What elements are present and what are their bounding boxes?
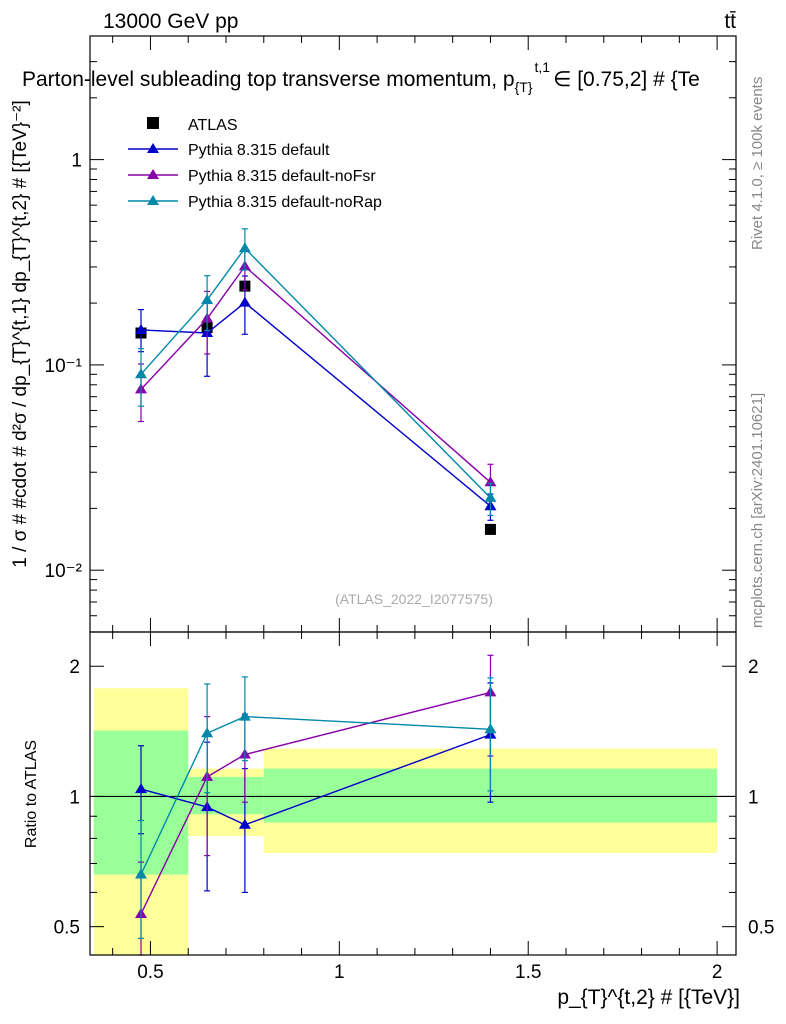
x-tick-label: 1.5 (515, 962, 541, 983)
plot-title-subscript: {T} (515, 79, 533, 95)
ratio-series-line-2 (140, 715, 491, 875)
ratio-series-point-2 (135, 868, 147, 879)
main-series-point-3 (238, 242, 251, 253)
main-series-line-1 (140, 301, 491, 507)
main-y-tick-label: 10⁻² (45, 561, 83, 582)
main-y-tick-label: 10⁻¹ (45, 356, 83, 377)
legend-label-atlas: ATLAS (188, 117, 238, 134)
main-axis-ticks: 10⁻² 10⁻¹ 1 (45, 35, 736, 633)
ratio-series-point-2 (238, 710, 251, 721)
ratio-panel: 0.5 0.5 1 1 2 2 0.5 1 1.5 2 (54, 631, 774, 983)
atlas-data-point (484, 523, 496, 535)
analysis-watermark: (ATLAS_2022_I2077575) (335, 591, 493, 607)
legend-label-default: Pythia 8.315 default (188, 142, 330, 159)
ratio-series-point-2 (201, 727, 214, 738)
legend: ATLAS Pythia 8.315 default Pythia 8.315 … (128, 117, 382, 211)
plot-title-text: Parton-level subleading top transverse m… (22, 68, 515, 91)
x-axis-label: p_{T}^{t,2} # [{TeV}] (557, 986, 740, 1009)
legend-marker-default (147, 143, 159, 153)
ratio-axis-ticks: 0.5 0.5 1 1 2 2 0.5 1 1.5 2 (54, 632, 774, 983)
ratio-uncertainty-bands (93, 688, 718, 955)
main-y-tick-label: 1 (71, 151, 82, 172)
x-tick-label: 0.5 (137, 962, 163, 983)
process-label: tt̄ (724, 10, 736, 33)
ratio-series-line-0 (140, 733, 491, 826)
ratio-y-tick-label: 1 (69, 787, 80, 808)
ratio-y-tick-label-right: 1 (748, 787, 759, 808)
ratio-series-point-0 (135, 783, 147, 794)
ratio-y-tick-label: 2 (69, 657, 80, 678)
x-tick-label: 2 (712, 962, 723, 983)
ratio-y-axis-label: Ratio to ATLAS (23, 740, 40, 848)
plot-title: Parton-level subleading top transverse m… (22, 59, 700, 95)
ratio-series-point-0 (238, 818, 251, 829)
ratio-inner-band (188, 776, 264, 815)
main-series-line-2 (140, 265, 491, 483)
main-y-axis-label: 1 / σ # #cdot # d²σ / dp_{T}^{t,1} dp_{T… (10, 100, 31, 568)
plot-title-tail: ∈ [0.75,2] # {Te (553, 68, 700, 91)
legend-marker-atlas (147, 117, 159, 129)
energy-label: 13000 GeV pp (103, 10, 238, 33)
rivet-version-label: Rivet 4.1.0, ≥ 100k events (749, 77, 766, 250)
main-series-point-3 (484, 491, 497, 502)
x-tick-label: 1 (334, 962, 345, 983)
ratio-y-tick-label-right: 2 (748, 657, 759, 678)
main-series-point-3 (135, 368, 147, 379)
ratio-series-point-2 (484, 723, 497, 734)
ratio-y-tick-label: 0.5 (54, 918, 80, 939)
legend-marker-norap (147, 195, 159, 205)
legend-label-nofsr: Pythia 8.315 default-noFsr (188, 168, 376, 185)
plot-title-superscript: t,1 (535, 59, 551, 75)
ratio-y-tick-label-right: 0.5 (748, 918, 774, 939)
main-series-line-3 (140, 247, 491, 499)
main-panel-frame (89, 35, 737, 633)
main-series-point-1 (238, 296, 251, 307)
legend-marker-nofsr (147, 169, 159, 179)
ratio-data-marks (135, 654, 497, 956)
ratio-panel-frame (89, 631, 737, 956)
legend-label-norap: Pythia 8.315 default-noRap (188, 194, 382, 211)
main-series-point-3 (201, 294, 214, 305)
main-data-marks (135, 228, 497, 535)
main-series-point-1 (135, 323, 147, 334)
mcplots-label: mcplots.cern.ch [arXiv:2401.10621] (749, 393, 766, 628)
